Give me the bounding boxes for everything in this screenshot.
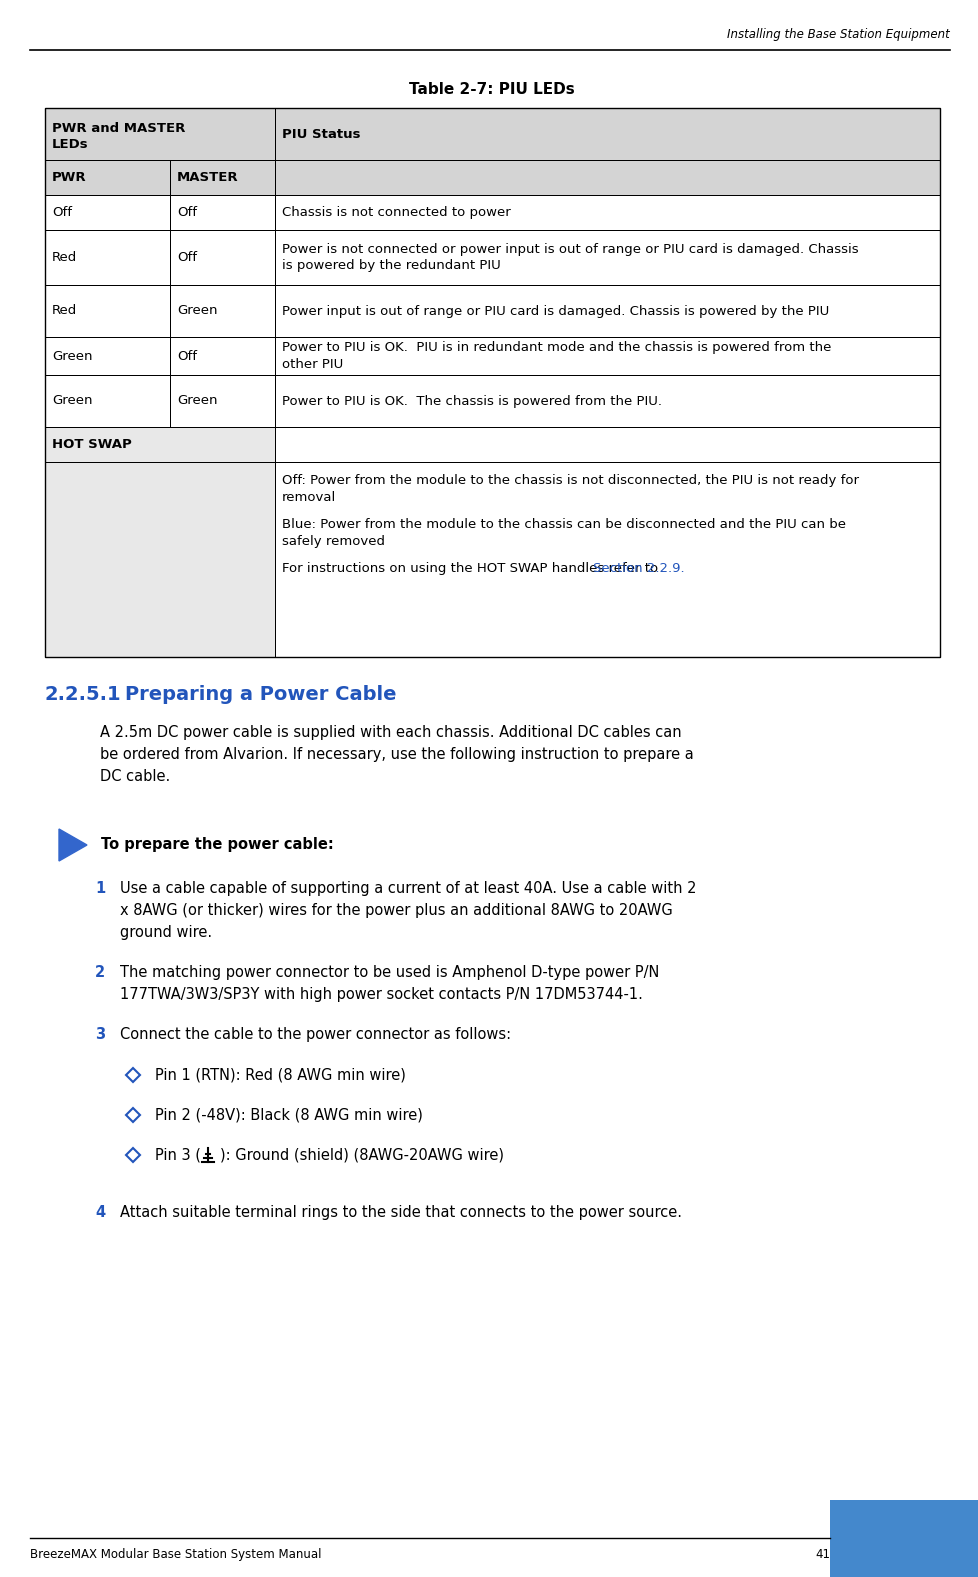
Text: Section 2.2.9.: Section 2.2.9.	[593, 561, 684, 576]
Text: removal: removal	[282, 490, 335, 505]
Text: Red: Red	[52, 304, 77, 317]
Bar	[170, 337, 275, 375]
Text: PWR and MASTER
LEDs: PWR and MASTER LEDs	[52, 121, 185, 151]
Text: 177TWA/3W3/SP3Y with high power socket contacts P/N 17DM53744-1.: 177TWA/3W3/SP3Y with high power socket c…	[120, 987, 643, 1001]
Text: 4: 4	[95, 1205, 105, 1221]
Text: 2: 2	[95, 965, 105, 979]
Bar	[275, 375, 939, 427]
Text: Off: Off	[177, 350, 197, 363]
Text: Power to PIU is OK.  PIU is in redundant mode and the chassis is powered from th: Power to PIU is OK. PIU is in redundant …	[282, 342, 830, 355]
Text: Chassis is not connected to power: Chassis is not connected to power	[282, 207, 511, 219]
Bar	[45, 285, 170, 337]
Bar	[275, 230, 939, 285]
Bar	[45, 337, 170, 375]
Text: 41: 41	[814, 1549, 829, 1561]
Text: BreezeMAX Modular Base Station System Manual: BreezeMAX Modular Base Station System Ma…	[30, 1549, 321, 1561]
Text: 1: 1	[95, 882, 106, 896]
Bar	[170, 196, 275, 230]
Bar	[45, 159, 170, 196]
Text: ground wire.: ground wire.	[120, 926, 212, 940]
Text: Green: Green	[177, 304, 217, 317]
Bar	[829, 1500, 978, 1577]
Text: Green: Green	[52, 394, 92, 407]
Text: Green: Green	[52, 350, 92, 363]
Text: is powered by the redundant PIU: is powered by the redundant PIU	[282, 259, 500, 271]
Text: Connect the cable to the power connector as follows:: Connect the cable to the power connector…	[120, 1027, 511, 1042]
Text: Installing the Base Station Equipment: Installing the Base Station Equipment	[727, 28, 949, 41]
Text: Power to PIU is OK.  The chassis is powered from the PIU.: Power to PIU is OK. The chassis is power…	[282, 394, 661, 407]
Bar	[45, 196, 170, 230]
Bar	[45, 107, 939, 658]
Bar	[275, 337, 939, 375]
Text: Pin 2 (-48V): Black (8 AWG min wire): Pin 2 (-48V): Black (8 AWG min wire)	[155, 1107, 422, 1123]
Text: MASTER: MASTER	[177, 170, 239, 185]
Bar	[275, 462, 939, 658]
Text: be ordered from Alvarion. If necessary, use the following instruction to prepare: be ordered from Alvarion. If necessary, …	[100, 747, 693, 762]
Bar	[45, 427, 275, 462]
Bar	[275, 107, 939, 159]
Text: The matching power connector to be used is Amphenol D-type power P/N: The matching power connector to be used …	[120, 965, 659, 979]
Bar	[275, 196, 939, 230]
Text: Off: Off	[177, 251, 197, 263]
Text: 3: 3	[95, 1027, 105, 1042]
Text: A 2.5m DC power cable is supplied with each chassis. Additional DC cables can: A 2.5m DC power cable is supplied with e…	[100, 725, 681, 740]
Text: Power is not connected or power input is out of range or PIU card is damaged. Ch: Power is not connected or power input is…	[282, 243, 858, 255]
Text: Blue: Power from the module to the chassis can be disconnected and the PIU can b: Blue: Power from the module to the chass…	[282, 517, 845, 531]
Text: For instructions on using the HOT SWAP handles refer to: For instructions on using the HOT SWAP h…	[282, 561, 662, 576]
Bar	[45, 375, 170, 427]
Bar	[170, 375, 275, 427]
Polygon shape	[59, 830, 87, 861]
Text: Off: Off	[177, 207, 197, 219]
Text: Pin 1 (RTN): Red (8 AWG min wire): Pin 1 (RTN): Red (8 AWG min wire)	[155, 1068, 406, 1082]
Text: Attach suitable terminal rings to the side that connects to the power source.: Attach suitable terminal rings to the si…	[120, 1205, 682, 1221]
Bar	[170, 230, 275, 285]
Text: HOT SWAP: HOT SWAP	[52, 438, 132, 451]
Text: Use a cable capable of supporting a current of at least 40A. Use a cable with 2: Use a cable capable of supporting a curr…	[120, 882, 695, 896]
Bar	[275, 159, 939, 196]
Text: PIU Status: PIU Status	[282, 128, 360, 140]
Text: DC cable.: DC cable.	[100, 770, 170, 784]
Text: To prepare the power cable:: To prepare the power cable:	[101, 837, 333, 853]
Bar	[45, 230, 170, 285]
Text: Red: Red	[52, 251, 77, 263]
Text: Table 2-7: PIU LEDs: Table 2-7: PIU LEDs	[409, 82, 574, 98]
Text: other PIU: other PIU	[282, 358, 343, 371]
Text: Pin 3 (: Pin 3 (	[155, 1148, 205, 1162]
Bar	[45, 107, 275, 159]
Text: safely removed: safely removed	[282, 535, 384, 547]
Text: Preparing a Power Cable: Preparing a Power Cable	[125, 684, 396, 703]
Bar	[45, 462, 275, 658]
Text: Off: Power from the module to the chassis is not disconnected, the PIU is not re: Off: Power from the module to the chassi…	[282, 475, 858, 487]
Text: Green: Green	[177, 394, 217, 407]
Text: ): Ground (shield) (8AWG-20AWG wire): ): Ground (shield) (8AWG-20AWG wire)	[220, 1148, 504, 1162]
Text: Off: Off	[52, 207, 72, 219]
Text: x 8AWG (or thicker) wires for the power plus an additional 8AWG to 20AWG: x 8AWG (or thicker) wires for the power …	[120, 904, 672, 918]
Bar	[170, 285, 275, 337]
Bar	[275, 285, 939, 337]
Text: Power input is out of range or PIU card is damaged. Chassis is powered by the PI: Power input is out of range or PIU card …	[282, 304, 828, 317]
Text: PWR: PWR	[52, 170, 86, 185]
Bar	[275, 427, 939, 462]
Text: 2.2.5.1: 2.2.5.1	[45, 684, 121, 703]
Bar	[170, 159, 275, 196]
